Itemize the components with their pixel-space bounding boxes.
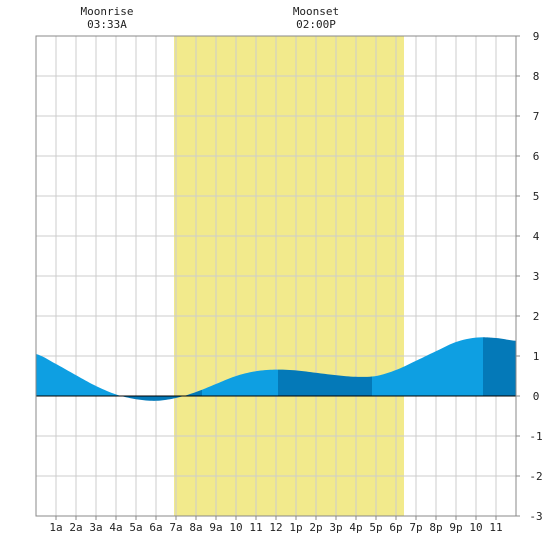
y-tick-label: 1 — [533, 350, 540, 363]
grid — [36, 36, 516, 516]
x-tick-label: 2a — [69, 521, 82, 534]
x-tick-label: 4p — [349, 521, 362, 534]
tide-band-4 — [278, 369, 372, 396]
x-tick-label: 9p — [449, 521, 462, 534]
y-tick-label: 5 — [533, 190, 540, 203]
x-tick-label: 8p — [429, 521, 442, 534]
x-axis-ticks: 1a 2a 3a 4a 5a 6a 7a 8a 9a 10 11 12 1p 2p 3p 4p 5p 6p 7p 8p… — [49, 516, 503, 534]
tide-band-2 — [122, 389, 202, 401]
y-tick-label: 4 — [533, 230, 540, 243]
x-tick-label: 6a — [149, 521, 162, 534]
x-tick-label: 7p — [409, 521, 422, 534]
tide-band-1 — [36, 354, 122, 397]
moon-event-name: Moonset — [293, 5, 339, 18]
tide-band-3 — [202, 369, 278, 396]
x-tick-label: 11 — [489, 521, 502, 534]
x-tick-label: 9a — [209, 521, 222, 534]
y-tick-label: 0 — [533, 390, 540, 403]
y-tick-label: -1 — [529, 430, 542, 443]
x-tick-label: 7a — [169, 521, 182, 534]
y-tick-label: 8 — [533, 70, 540, 83]
moon-event-time: 03:33A — [87, 18, 127, 31]
x-tick-label: 6p — [389, 521, 402, 534]
moon-event-name: Moonrise — [81, 5, 134, 18]
x-tick-label: 2p — [309, 521, 322, 534]
y-tick-label: -2 — [529, 470, 542, 483]
x-tick-label: 8a — [189, 521, 202, 534]
tide-area — [36, 337, 516, 401]
x-tick-label: 12 — [269, 521, 282, 534]
y-tick-label: -3 — [529, 510, 542, 523]
x-tick-label: 3p — [329, 521, 342, 534]
tide-band-6 — [483, 337, 516, 396]
x-tick-label: 5a — [129, 521, 142, 534]
x-tick-label: 1a — [49, 521, 62, 534]
y-tick-label: 3 — [533, 270, 540, 283]
x-tick-label: 3a — [89, 521, 102, 534]
x-tick-label: 11 — [249, 521, 262, 534]
tide-band-5 — [372, 337, 483, 396]
x-tick-label: 5p — [369, 521, 382, 534]
y-tick-label: 2 — [533, 310, 540, 323]
moon-event-time: 02:00P — [296, 18, 336, 31]
x-tick-label: 4a — [109, 521, 122, 534]
x-tick-label: 10 — [229, 521, 242, 534]
y-tick-label: 9 — [533, 30, 540, 43]
y-axis-ticks: -3 -2 -1 0 1 2 3 4 5 6 7 8 9 — [516, 30, 543, 523]
y-tick-label: 7 — [533, 110, 540, 123]
y-tick-label: 6 — [533, 150, 540, 163]
x-tick-label: 1p — [289, 521, 302, 534]
x-tick-label: 10 — [469, 521, 482, 534]
